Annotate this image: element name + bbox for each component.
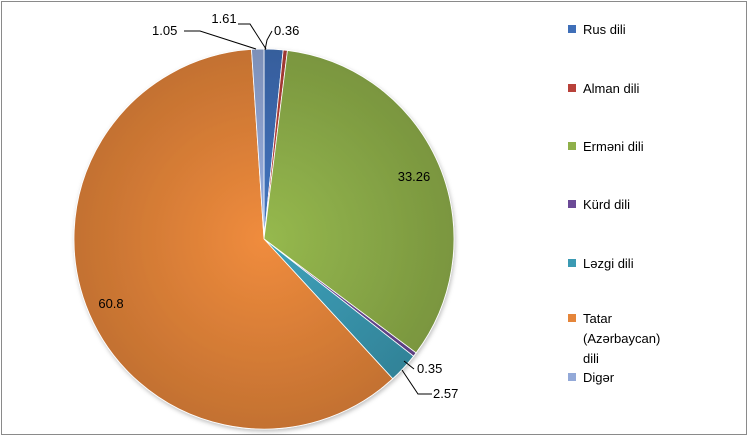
data-label: 60.8 <box>98 296 123 311</box>
legend-swatch <box>568 84 576 92</box>
legend-item: Ləzgi dili <box>568 254 713 274</box>
legend-label: Ləzgi dili <box>583 256 634 271</box>
legend-swatch <box>568 25 576 33</box>
data-label: 1.61 <box>211 11 236 26</box>
data-label: 0.36 <box>274 23 299 38</box>
pie-slice <box>73 48 394 430</box>
legend-item: Kürd dili <box>568 195 713 215</box>
leader-line <box>184 30 257 50</box>
leader-line <box>403 360 415 370</box>
leader-line <box>264 30 273 51</box>
pie-slice <box>251 48 265 240</box>
data-label: 33.26 <box>398 169 431 184</box>
legend-item: Tatar (Azərbaycan) dili <box>568 309 713 369</box>
legend-label: Alman dili <box>583 81 640 96</box>
data-label: 1.05 <box>152 23 177 38</box>
legend-item: Alman dili <box>568 79 713 99</box>
leader-line <box>401 369 432 395</box>
legend-item: Digər <box>568 368 713 388</box>
pie-slice <box>263 50 455 354</box>
legend-label: Kürd dili <box>583 197 630 212</box>
legend-label: Rus dili <box>583 22 626 37</box>
chart-legend: Rus dili Alman dili Erməni dili Kürd dil… <box>568 2 748 436</box>
data-label: 2.57 <box>433 386 458 401</box>
legend-swatch <box>568 259 576 267</box>
legend-swatch <box>568 200 576 208</box>
legend-swatch <box>568 142 576 150</box>
legend-label: Digər <box>583 370 615 385</box>
legend-label: Tatar (Azərbaycan) dili <box>583 311 661 366</box>
legend-item: Erməni dili <box>568 137 713 157</box>
data-label: 0.35 <box>417 361 442 376</box>
leader-line <box>238 23 267 50</box>
legend-swatch <box>568 314 576 322</box>
legend-item: Rus dili <box>568 20 713 40</box>
legend-label: Erməni dili <box>583 139 644 154</box>
legend-swatch <box>568 373 576 381</box>
